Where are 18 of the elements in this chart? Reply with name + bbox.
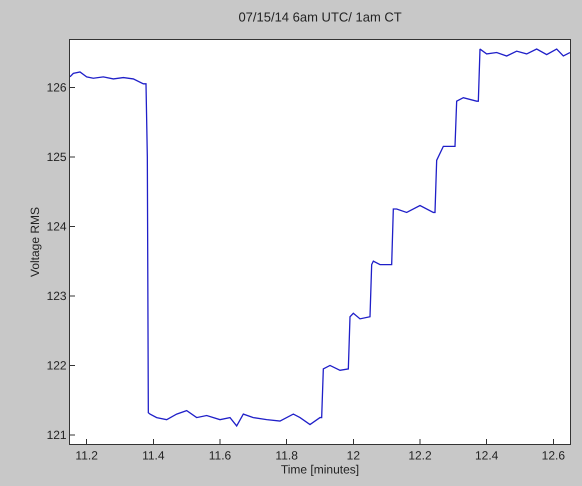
chart-title: 07/15/14 6am UTC/ 1am CT (238, 9, 402, 24)
y-tick-label: 123 (46, 289, 67, 304)
y-tick-label: 125 (46, 150, 67, 164)
y-tick-label: 121 (46, 428, 67, 442)
y-tick-label: 126 (46, 80, 67, 94)
x-tick-label: 12.4 (474, 448, 499, 462)
x-axis-title: Time [minutes] (280, 462, 360, 476)
y-tick-label: 124 (46, 220, 67, 234)
x-tick-label: 11.2 (75, 448, 98, 462)
x-tick-label: 11.6 (208, 448, 232, 462)
y-axis-title: Voltage RMS (28, 206, 42, 278)
x-tick-label: 11.4 (142, 448, 165, 462)
x-tick-label: 11.8 (275, 448, 298, 462)
line-series (70, 48, 570, 427)
y-tick-label: 122 (46, 358, 67, 373)
x-tick-label: 12 (346, 448, 360, 462)
x-tick-label: 12.2 (408, 448, 432, 462)
x-tick-label: 12.6 (542, 448, 566, 462)
